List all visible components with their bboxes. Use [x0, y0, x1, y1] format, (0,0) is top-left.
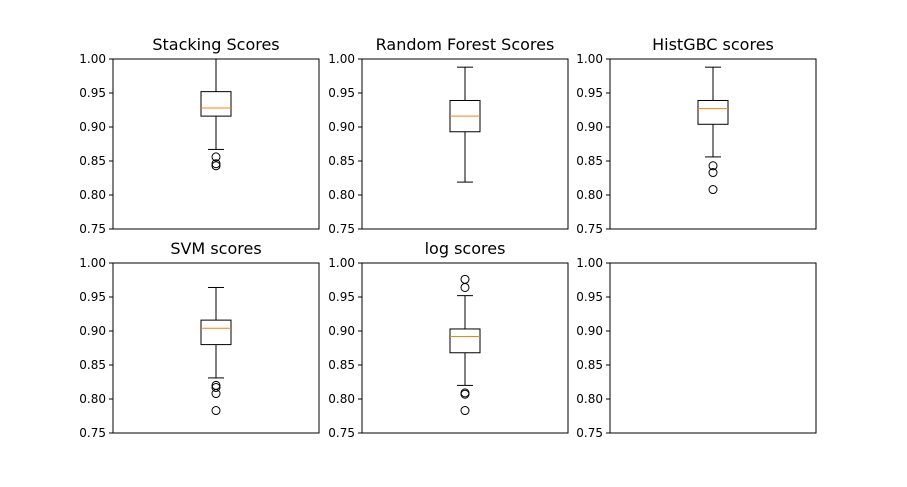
y-tick-label: 0.75 [328, 426, 355, 440]
y-tick-label: 0.80 [576, 188, 603, 202]
iqr-box [200, 91, 232, 117]
iqr-box [449, 328, 481, 354]
y-tick-label: 0.80 [576, 392, 603, 406]
y-tick-label: 0.90 [328, 324, 355, 338]
y-tick-label: 0.90 [79, 324, 106, 338]
outlier-point [460, 406, 470, 416]
outlier-point [708, 161, 718, 171]
axes-frame [609, 58, 817, 230]
y-tick-label: 1.00 [328, 256, 355, 270]
box-plot-panel-4: SVM scores 0.75 0.80 0.85 0.90 0.95 1.00 [79, 239, 320, 440]
y-tick-label: 0.75 [79, 222, 106, 236]
box-plot-panel-6: 0.75 0.80 0.85 0.90 0.95 1.00 [576, 256, 817, 440]
panel-title: log scores [425, 239, 506, 258]
y-tick-label: 0.95 [328, 86, 355, 100]
outlier-point [708, 185, 718, 195]
y-tick-label: 0.75 [328, 222, 355, 236]
outlier-point [211, 152, 221, 162]
y-tick-label: 0.75 [576, 426, 603, 440]
y-tick-label: 0.80 [328, 392, 355, 406]
axes-frame [361, 262, 569, 434]
y-tick-label: 0.95 [79, 86, 106, 100]
y-tick-label: 1.00 [576, 256, 603, 270]
y-tick-label: 0.90 [328, 120, 355, 134]
outlier-point [460, 274, 470, 284]
outlier-point [460, 389, 470, 399]
outlier-point [211, 389, 221, 399]
y-tick-label: 0.95 [79, 290, 106, 304]
y-tick-label: 0.85 [79, 358, 106, 372]
y-tick-label: 0.80 [328, 188, 355, 202]
y-tick-label: 0.85 [328, 154, 355, 168]
y-tick-label: 0.80 [79, 392, 106, 406]
y-tick-label: 0.85 [328, 358, 355, 372]
y-tick-label: 0.75 [576, 222, 603, 236]
y-tick-label: 0.95 [328, 290, 355, 304]
y-tick-label: 0.90 [576, 120, 603, 134]
outlier-point [708, 168, 718, 178]
iqr-box [200, 319, 232, 346]
outlier-point [211, 382, 221, 392]
y-tick-label: 0.80 [79, 188, 106, 202]
panel-title: Random Forest Scores [376, 35, 555, 54]
box-plot-panel-1: Stacking Scores 0.75 0.80 0.85 0.90 0.95 1.00 [79, 35, 320, 236]
axes-frame [112, 58, 320, 230]
y-tick-label: 0.90 [576, 324, 603, 338]
panel-title: Stacking Scores [152, 35, 279, 54]
y-tick-label: 1.00 [79, 52, 106, 66]
y-tick-label: 0.85 [576, 358, 603, 372]
outlier-point [211, 161, 221, 171]
axes-frame [112, 262, 320, 434]
y-tick-label: 0.95 [576, 86, 603, 100]
outlier-point [211, 380, 221, 390]
outlier-point [211, 406, 221, 416]
y-tick-label: 1.00 [576, 52, 603, 66]
y-tick-label: 0.85 [576, 154, 603, 168]
y-tick-label: 0.90 [79, 120, 106, 134]
y-tick-label: 0.95 [576, 290, 603, 304]
panel-title: SVM scores [170, 239, 261, 258]
box-plot-panel-2: Random Forest Scores 0.75 0.80 0.85 0.90 0.95… [328, 35, 569, 236]
iqr-box [697, 99, 729, 125]
outlier-point [460, 282, 470, 292]
axes-frame [609, 262, 817, 434]
y-tick-label: 1.00 [79, 256, 106, 270]
box-plot-panel-5: log scores 0.75 0.80 0.85 0.90 0.95 1.00 [328, 239, 569, 440]
y-tick-label: 0.75 [79, 426, 106, 440]
panel-title: HistGBC scores [652, 35, 774, 54]
axes-frame [361, 58, 569, 230]
box-plot-panel-3: HistGBC scores 0.75 0.80 0.85 0.90 0.95 1.00 [576, 35, 817, 236]
y-tick-label: 1.00 [328, 52, 355, 66]
y-tick-label: 0.85 [79, 154, 106, 168]
